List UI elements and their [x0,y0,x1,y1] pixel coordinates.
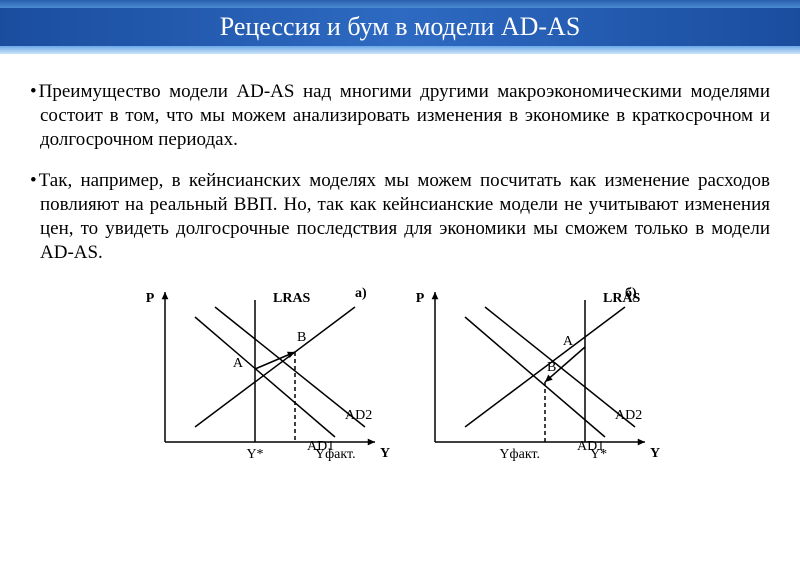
svg-text:B: B [297,330,306,345]
svg-text:а): а) [355,286,367,301]
svg-text:AD2: AD2 [615,408,642,423]
svg-text:AD2: AD2 [345,408,372,423]
slide-body: Преимущество модели AD-AS над многими др… [0,55,800,492]
svg-text:A: A [563,334,574,349]
svg-text:Y*: Y* [246,447,263,462]
header-main-bar: Рецессия и бум в модели AD-AS [0,8,800,46]
header-decor-top [0,0,800,8]
svg-text:Yфакт.: Yфакт. [499,447,540,462]
svg-text:Yфакт.: Yфакт. [315,447,356,462]
slide-header: Рецессия и бум в модели AD-AS [0,0,800,55]
slide-title: Рецессия и бум в модели AD-AS [220,12,581,42]
svg-text:Y: Y [380,446,390,461]
paragraph-2: Так, например, в кейнсианских моделях мы… [30,169,770,264]
svg-text:P: P [146,291,155,306]
diagram-b: PYб)LRASAD1AD2ABYфакт.Y* [405,282,665,482]
svg-text:Y*: Y* [590,447,607,462]
svg-text:P: P [416,291,425,306]
diagram-row: PYа)LRASAD1AD2ABY*Yфакт. PYб)LRASAD1AD2A… [30,282,770,482]
svg-text:LRAS: LRAS [603,291,641,306]
diagram-a: PYа)LRASAD1AD2ABY*Yфакт. [135,282,395,482]
svg-text:A: A [233,356,244,371]
paragraph-1: Преимущество модели AD-AS над многими др… [30,80,770,151]
svg-text:Y: Y [650,446,660,461]
header-decor-bottom [0,46,800,54]
svg-text:LRAS: LRAS [273,291,311,306]
